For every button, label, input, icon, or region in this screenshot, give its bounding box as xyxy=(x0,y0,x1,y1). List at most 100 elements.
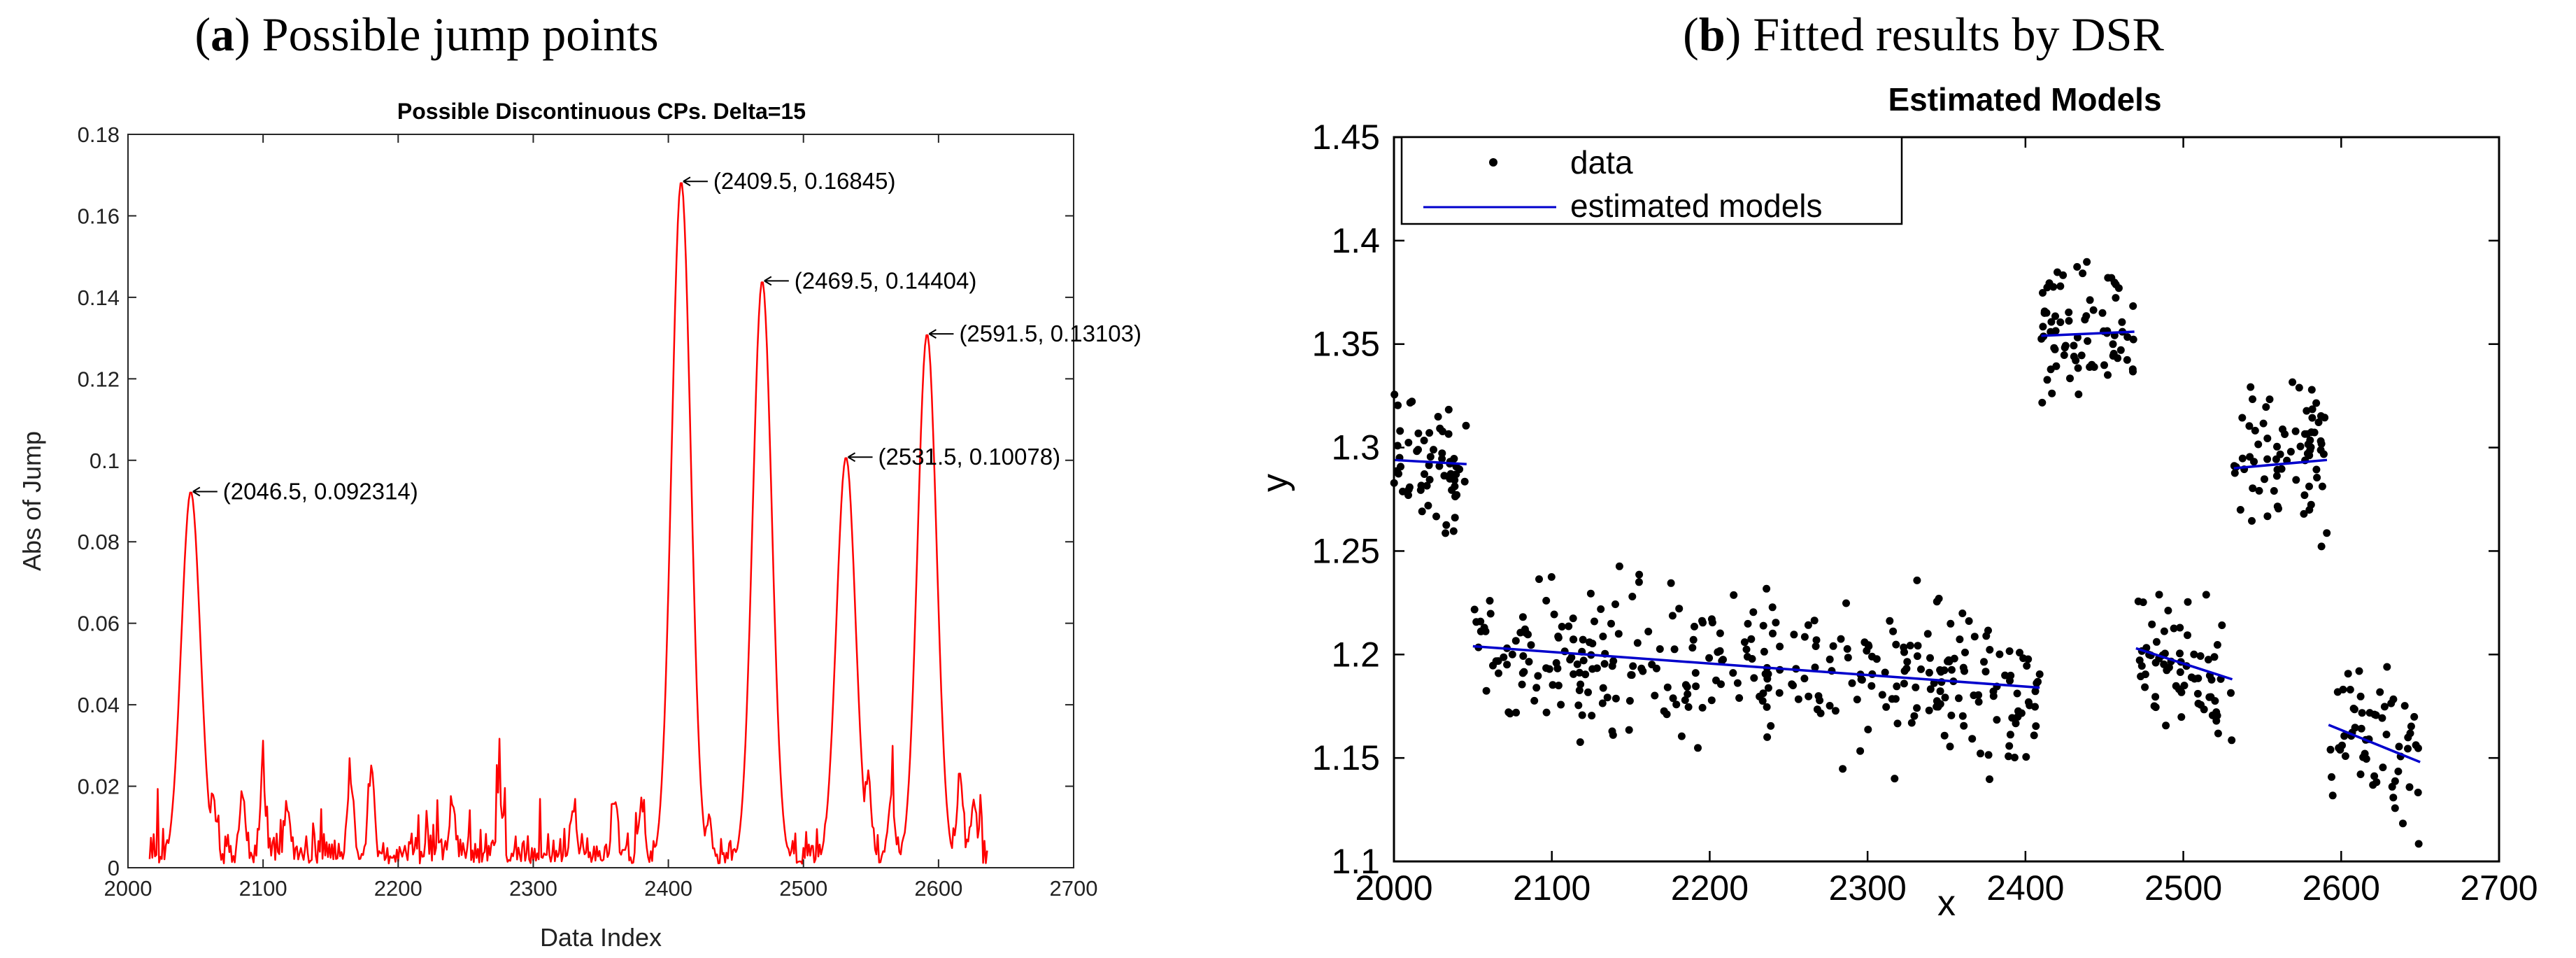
data-point xyxy=(1926,654,1934,662)
data-point xyxy=(1844,654,1852,662)
data-point xyxy=(1689,635,1698,644)
data-point xyxy=(1893,682,1901,691)
data-point xyxy=(1558,623,1566,631)
data-point xyxy=(1434,413,1442,421)
chart-b-segment xyxy=(1470,562,2044,783)
data-point xyxy=(1578,711,1586,719)
data-point xyxy=(2326,745,2335,754)
data-point xyxy=(1668,612,1677,620)
data-point xyxy=(2292,476,2300,484)
data-point xyxy=(1843,644,1851,653)
data-point xyxy=(1424,502,1432,509)
data-point xyxy=(2086,296,2094,304)
data-point xyxy=(2246,453,2254,461)
data-point xyxy=(2254,440,2263,449)
data-point xyxy=(1853,696,1861,704)
chart-a-series-line xyxy=(148,182,988,865)
data-point xyxy=(2404,745,2412,753)
data-point xyxy=(1684,690,1692,698)
data-point xyxy=(1986,646,1994,654)
data-point xyxy=(1486,610,1495,618)
data-point xyxy=(1608,727,1616,735)
data-point xyxy=(2306,436,2314,444)
data-point xyxy=(1440,472,1449,480)
data-point xyxy=(1760,647,1768,656)
data-point xyxy=(2112,281,2120,288)
data-point xyxy=(2344,670,2352,678)
data-point xyxy=(2193,689,2202,698)
chart-a-xlabel: Data Index xyxy=(540,923,662,952)
chart-a-ytick-label: 0 xyxy=(108,856,120,880)
data-point xyxy=(1768,603,1777,612)
data-point xyxy=(2049,283,2058,291)
data-point xyxy=(2079,269,2087,278)
data-point xyxy=(2065,308,2073,316)
data-point xyxy=(1495,669,1502,677)
data-point xyxy=(1759,689,1767,698)
estimated-model-line xyxy=(2233,458,2328,470)
data-point xyxy=(2262,403,2270,411)
data-point xyxy=(2276,450,2284,458)
peak-arrow-head xyxy=(683,176,691,187)
chart-b-xtick-label: 2200 xyxy=(1671,868,1749,908)
data-point xyxy=(2060,351,2068,359)
data-point xyxy=(1486,597,1494,605)
data-point xyxy=(1813,705,1821,714)
data-point xyxy=(2238,454,2247,463)
data-point xyxy=(1644,628,1653,635)
data-point xyxy=(2204,656,2212,664)
data-point xyxy=(2263,435,2272,442)
data-point xyxy=(1790,631,1798,639)
chart-a-ytick-label: 0.16 xyxy=(78,204,120,228)
data-point xyxy=(2307,386,2316,394)
data-point xyxy=(2001,671,2009,679)
data-point xyxy=(1446,474,1454,483)
data-point xyxy=(2054,268,2061,276)
data-point xyxy=(1425,476,1434,484)
data-point xyxy=(2247,383,2255,391)
data-point xyxy=(1600,660,1609,668)
data-point xyxy=(1629,662,1637,670)
data-point xyxy=(1648,661,1656,669)
data-point xyxy=(1408,397,1416,406)
data-point xyxy=(2300,491,2309,500)
chart-b-segment xyxy=(1390,390,1470,537)
data-point xyxy=(1716,629,1724,638)
data-point xyxy=(1635,578,1643,586)
estimated-model-line xyxy=(1393,458,1467,465)
chart-b-ytick-label: 1.45 xyxy=(1312,118,1380,157)
data-point xyxy=(1670,645,1679,654)
data-point xyxy=(1656,645,1664,653)
data-point xyxy=(2218,621,2226,629)
data-point xyxy=(2236,506,2244,514)
data-point xyxy=(2089,306,2098,314)
chart-b-xtick-label: 2500 xyxy=(2144,868,2222,908)
data-point xyxy=(2051,312,2059,320)
peak-arrow-head xyxy=(192,486,201,497)
data-point xyxy=(2066,374,2074,383)
data-point xyxy=(1740,638,1749,647)
data-point xyxy=(2308,405,2317,414)
data-point xyxy=(1981,668,1990,676)
data-point xyxy=(1535,575,1543,584)
data-point xyxy=(1712,676,1720,684)
data-point xyxy=(2005,752,2013,761)
data-point xyxy=(1937,668,1945,676)
data-point xyxy=(1667,579,1675,587)
data-point xyxy=(2123,333,2132,341)
data-point xyxy=(2056,318,2065,326)
data-point xyxy=(2255,486,2263,495)
data-point xyxy=(2013,689,2021,698)
data-point xyxy=(1995,650,2004,658)
data-point xyxy=(1611,600,1619,608)
data-point xyxy=(1763,733,1772,741)
data-point xyxy=(1519,652,1528,660)
data-point xyxy=(2137,662,2146,670)
data-point xyxy=(2084,337,2092,345)
data-point xyxy=(1842,599,1850,607)
data-point xyxy=(1566,656,1574,664)
data-point xyxy=(2012,719,2020,728)
data-point xyxy=(2047,327,2055,336)
data-point xyxy=(1902,664,1911,672)
data-point xyxy=(1907,719,1916,727)
